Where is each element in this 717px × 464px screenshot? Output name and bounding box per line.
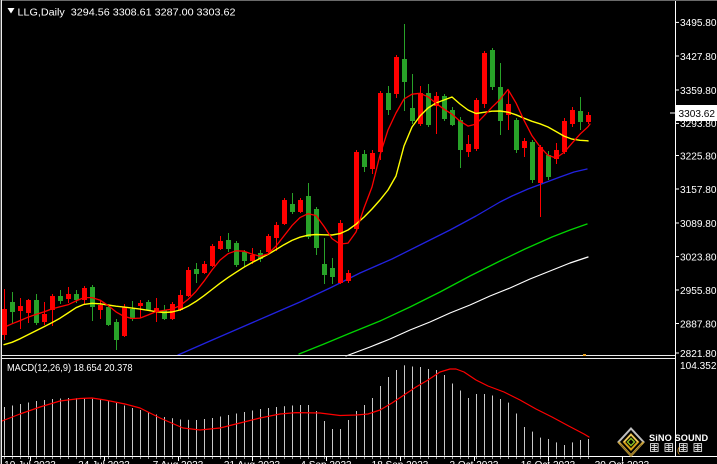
svg-text:(: ( (677, 445, 680, 455)
svg-text:3225.80: 3225.80 (680, 151, 717, 162)
svg-text:7 Aug 2023: 7 Aug 2023 (153, 460, 204, 464)
svg-text:24 Jul 2023: 24 Jul 2023 (78, 460, 130, 464)
svg-text:MACD(12,26,9) 18.654 20.378: MACD(12,26,9) 18.654 20.378 (7, 362, 133, 374)
svg-text:3089.80: 3089.80 (680, 219, 717, 230)
svg-text:3293.80: 3293.80 (680, 119, 717, 130)
svg-text:2821.80: 2821.80 (680, 349, 717, 360)
svg-text:4 Sep 2023: 4 Sep 2023 (300, 460, 352, 464)
svg-text:SiNO SOUND: SiNO SOUND (649, 433, 708, 443)
svg-text:10 Jul 2023: 10 Jul 2023 (4, 460, 56, 464)
svg-text:3023.80: 3023.80 (680, 252, 717, 263)
svg-text:2887.80: 2887.80 (680, 319, 717, 330)
svg-text:2 Oct 2023: 2 Oct 2023 (450, 460, 499, 464)
svg-text:18 Sep 2023: 18 Sep 2023 (372, 460, 429, 464)
svg-text:21 Aug 2023: 21 Aug 2023 (224, 460, 281, 464)
svg-text:3359.80: 3359.80 (680, 86, 717, 97)
svg-text:3303.62: 3303.62 (679, 109, 716, 120)
svg-text:LLG,Daily 3294.56 3308.61 328: LLG,Daily 3294.56 3308.61 3287.00 3303.6… (18, 6, 236, 18)
svg-text:16 Oct 2023: 16 Oct 2023 (521, 460, 576, 464)
svg-text:3495.80: 3495.80 (680, 18, 717, 29)
svg-text:3427.80: 3427.80 (680, 52, 717, 63)
svg-text:104.352: 104.352 (680, 361, 717, 372)
svg-text:30 Oct 2023: 30 Oct 2023 (595, 460, 650, 464)
svg-text:3157.80: 3157.80 (680, 185, 717, 196)
svg-text:2955.80: 2955.80 (680, 286, 717, 297)
